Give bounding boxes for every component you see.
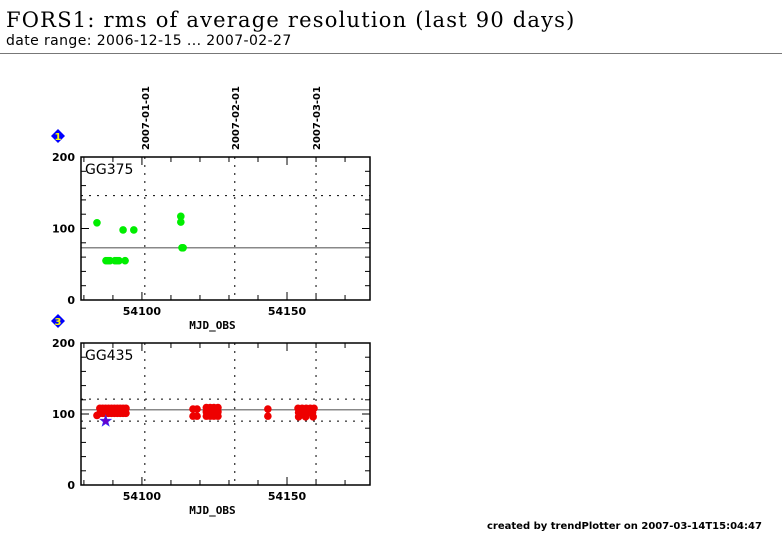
- panel-marker-diamond-icon: [51, 314, 65, 328]
- panel-marker-number: 3: [55, 317, 62, 328]
- x-tick-label: 54150: [268, 305, 307, 318]
- x-tick-label: 54100: [123, 305, 162, 318]
- page-title: FORS1: rms of average resolution (last 9…: [6, 8, 576, 32]
- data-point: [119, 226, 127, 234]
- data-point: [309, 413, 317, 421]
- header-divider: [0, 53, 782, 54]
- y-tick-label: 200: [52, 337, 75, 350]
- data-point: [130, 226, 138, 234]
- date-marker-label: 2007-01-01: [141, 86, 152, 150]
- data-point: [177, 218, 185, 226]
- data-point: [301, 413, 310, 421]
- panel-marker-diamond-icon: [51, 129, 65, 143]
- data-point: [179, 244, 187, 252]
- x-axis-title: MJD_OBS: [189, 319, 235, 332]
- date-range: date range: 2006-12-15 ... 2007-02-27: [6, 33, 292, 49]
- x-tick-label: 54100: [123, 490, 162, 503]
- y-tick-label: 0: [67, 294, 75, 307]
- date-marker-label: 2007-02-01: [231, 86, 242, 150]
- data-point: [177, 212, 185, 221]
- data-point: [193, 405, 201, 413]
- panel-marker-number: 1: [55, 132, 62, 143]
- plot-panel-gg375: 0 100 200 54100 54150 MJD_OBS GG375 1: [51, 129, 371, 332]
- date-axis: 2007-01-01 2007-02-01 2007-03-01: [141, 86, 323, 150]
- data-point: [122, 409, 130, 418]
- data-point: [93, 218, 101, 227]
- data-point: [264, 412, 272, 420]
- panel-label: GG375: [85, 162, 133, 178]
- data-point: [264, 405, 272, 413]
- x-axis-title: MJD_OBS: [189, 504, 235, 517]
- data-point: [294, 413, 303, 421]
- footer-credit: created by trendPlotter on 2007-03-14T15…: [487, 521, 762, 532]
- data-point-star: [99, 414, 113, 427]
- panel-label: GG435: [85, 348, 133, 364]
- data-point: [121, 256, 129, 265]
- date-marker-label: 2007-03-01: [312, 86, 323, 150]
- y-tick-label: 100: [52, 223, 75, 236]
- data-point: [115, 256, 123, 265]
- x-tick-label: 54150: [268, 490, 307, 503]
- y-tick-label: 200: [52, 151, 75, 164]
- plot-panel-gg435: 0 100 200 54100 54150 MJD_OBS GG435 3: [51, 314, 371, 517]
- data-point: [214, 412, 222, 420]
- data-point: [193, 412, 201, 420]
- y-tick-label: 0: [67, 479, 75, 492]
- y-tick-label: 100: [52, 408, 75, 421]
